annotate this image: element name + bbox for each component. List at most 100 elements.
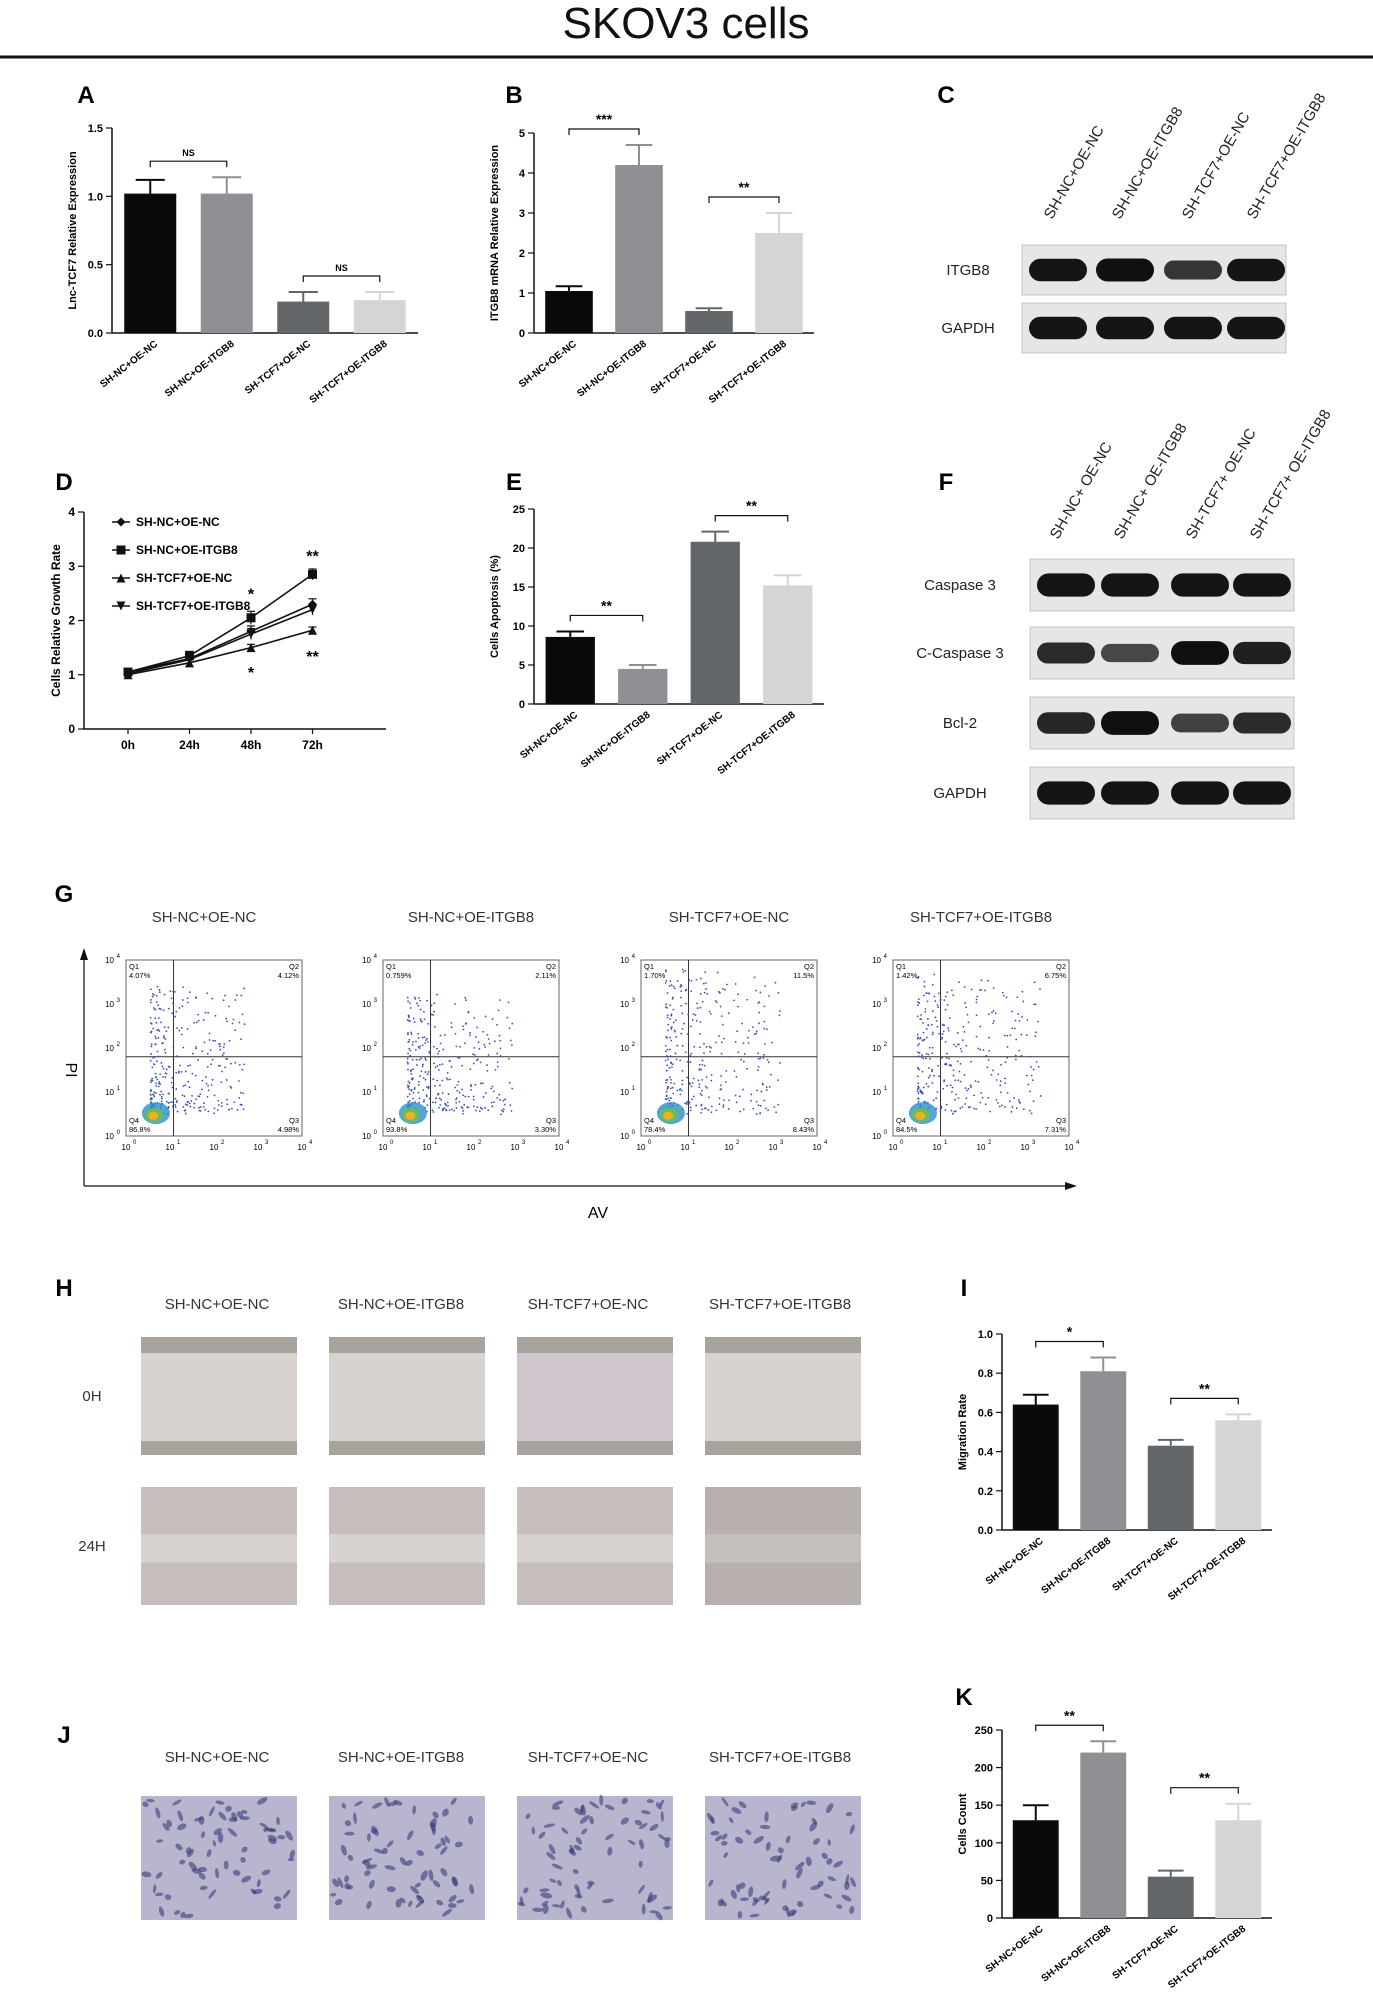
event-dot bbox=[1021, 990, 1024, 993]
event-dot bbox=[470, 1084, 472, 1086]
stained-cell bbox=[764, 1811, 769, 1823]
event-dot bbox=[194, 1074, 197, 1077]
flow-x-tick-exp: 1 bbox=[692, 1140, 696, 1146]
event-dot bbox=[671, 1066, 673, 1068]
event-dot bbox=[433, 1025, 436, 1028]
event-dot bbox=[734, 1094, 737, 1097]
event-dot bbox=[162, 1076, 164, 1078]
event-dot bbox=[665, 1069, 668, 1072]
blot-band bbox=[1037, 781, 1095, 805]
stained-cell bbox=[236, 1811, 244, 1819]
blot-band bbox=[1233, 781, 1291, 805]
event-dot bbox=[157, 1004, 160, 1007]
significance-bracket bbox=[568, 128, 640, 135]
event-dot bbox=[242, 1063, 245, 1066]
event-dot bbox=[181, 1094, 184, 1097]
event-dot bbox=[206, 1052, 209, 1055]
event-dot bbox=[952, 1069, 955, 1072]
stained-cell bbox=[589, 1801, 600, 1809]
stained-cell bbox=[440, 1868, 448, 1877]
event-dot bbox=[682, 971, 685, 973]
stained-cell bbox=[525, 1813, 531, 1819]
flow-plot-title: SH-NC+OE-NC bbox=[152, 909, 257, 926]
q4-name: Q4 bbox=[644, 1116, 654, 1125]
event-dot bbox=[961, 1039, 964, 1042]
event-dot bbox=[670, 1014, 673, 1017]
event-dot bbox=[917, 1097, 920, 1100]
event-dot bbox=[1039, 988, 1041, 991]
stained-cell bbox=[589, 1816, 594, 1825]
event-dot bbox=[170, 997, 173, 1000]
cell-layer-top bbox=[141, 1487, 297, 1535]
event-dot bbox=[1009, 1034, 1012, 1037]
event-dot bbox=[226, 1103, 229, 1106]
x-tick-label: SH-NC+OE-ITGB8 bbox=[575, 338, 649, 399]
event-dot bbox=[992, 1020, 995, 1022]
flow-y-tick-exp: 0 bbox=[374, 1130, 378, 1136]
flow-y-tick-exp: 1 bbox=[374, 1086, 378, 1092]
event-dot bbox=[946, 991, 949, 994]
event-dot bbox=[438, 1097, 441, 1100]
significance-label: ** bbox=[1064, 1707, 1075, 1723]
event-dot bbox=[162, 1009, 165, 1012]
event-dot bbox=[213, 1112, 216, 1115]
blot-band bbox=[1037, 642, 1095, 664]
event-dot bbox=[1017, 1013, 1020, 1016]
event-dot bbox=[672, 996, 674, 999]
flow-x-tick: 10 bbox=[637, 1143, 646, 1152]
stained-cell bbox=[185, 1847, 192, 1855]
q2-value: 11.5% bbox=[793, 971, 814, 980]
event-dot bbox=[725, 1069, 728, 1072]
event-dot bbox=[975, 1001, 978, 1004]
western-blot-C: SH-NC+OE-NC SH-NC+OE-ITGB8SH-TCF7+OE-NCSH… bbox=[941, 90, 1330, 354]
event-dot bbox=[916, 1015, 919, 1018]
event-dot bbox=[209, 1049, 212, 1051]
event-dot bbox=[927, 1024, 929, 1027]
event-dot bbox=[918, 1052, 921, 1054]
event-dot bbox=[932, 1099, 935, 1102]
event-dot bbox=[681, 1027, 684, 1030]
event-dot bbox=[455, 1101, 458, 1104]
transwell-column-title: SH-TCF7+OE-NC bbox=[528, 1749, 649, 1766]
blot-band bbox=[1164, 260, 1222, 280]
event-dot bbox=[493, 1040, 496, 1043]
wound-column-title: SH-NC+OE-ITGB8 bbox=[338, 1296, 464, 1313]
event-dot bbox=[748, 1029, 750, 1032]
event-dot bbox=[419, 999, 422, 1002]
event-dot bbox=[922, 1086, 925, 1089]
stained-cell bbox=[332, 1878, 340, 1887]
stained-cell bbox=[174, 1910, 181, 1915]
event-dot bbox=[779, 1010, 781, 1012]
stained-cell bbox=[405, 1860, 413, 1866]
event-dot bbox=[406, 1095, 409, 1098]
event-dot bbox=[699, 992, 702, 995]
event-dot bbox=[206, 1066, 209, 1068]
event-dot bbox=[767, 1109, 769, 1112]
event-dot bbox=[932, 1031, 934, 1034]
flow-x-tick-exp: 4 bbox=[309, 1140, 313, 1146]
flow-x-tick-exp: 0 bbox=[133, 1140, 137, 1146]
stained-cell bbox=[256, 1879, 261, 1888]
stained-cell bbox=[183, 1913, 194, 1919]
blot-band bbox=[1096, 316, 1154, 340]
event-dot bbox=[160, 1021, 162, 1024]
event-dot bbox=[674, 1030, 677, 1033]
stained-cell bbox=[765, 1841, 771, 1851]
stained-cell bbox=[241, 1875, 252, 1883]
flow-x-tick-exp: 1 bbox=[434, 1140, 438, 1146]
event-dot bbox=[498, 999, 501, 1001]
event-dot bbox=[163, 1035, 165, 1037]
significance-label: NS bbox=[182, 148, 195, 158]
blot-row-label: Caspase 3 bbox=[924, 577, 996, 594]
event-dot bbox=[149, 1059, 152, 1062]
event-dot bbox=[992, 1009, 995, 1012]
event-dot bbox=[916, 976, 919, 979]
event-dot bbox=[925, 1057, 927, 1060]
event-dot bbox=[482, 1030, 485, 1033]
stained-cell bbox=[523, 1887, 529, 1894]
cell-layer-top bbox=[329, 1487, 485, 1535]
event-dot bbox=[764, 1107, 767, 1110]
event-dot bbox=[765, 1086, 768, 1089]
flow-x-tick: 10 bbox=[122, 1143, 131, 1152]
event-dot bbox=[473, 1054, 476, 1056]
